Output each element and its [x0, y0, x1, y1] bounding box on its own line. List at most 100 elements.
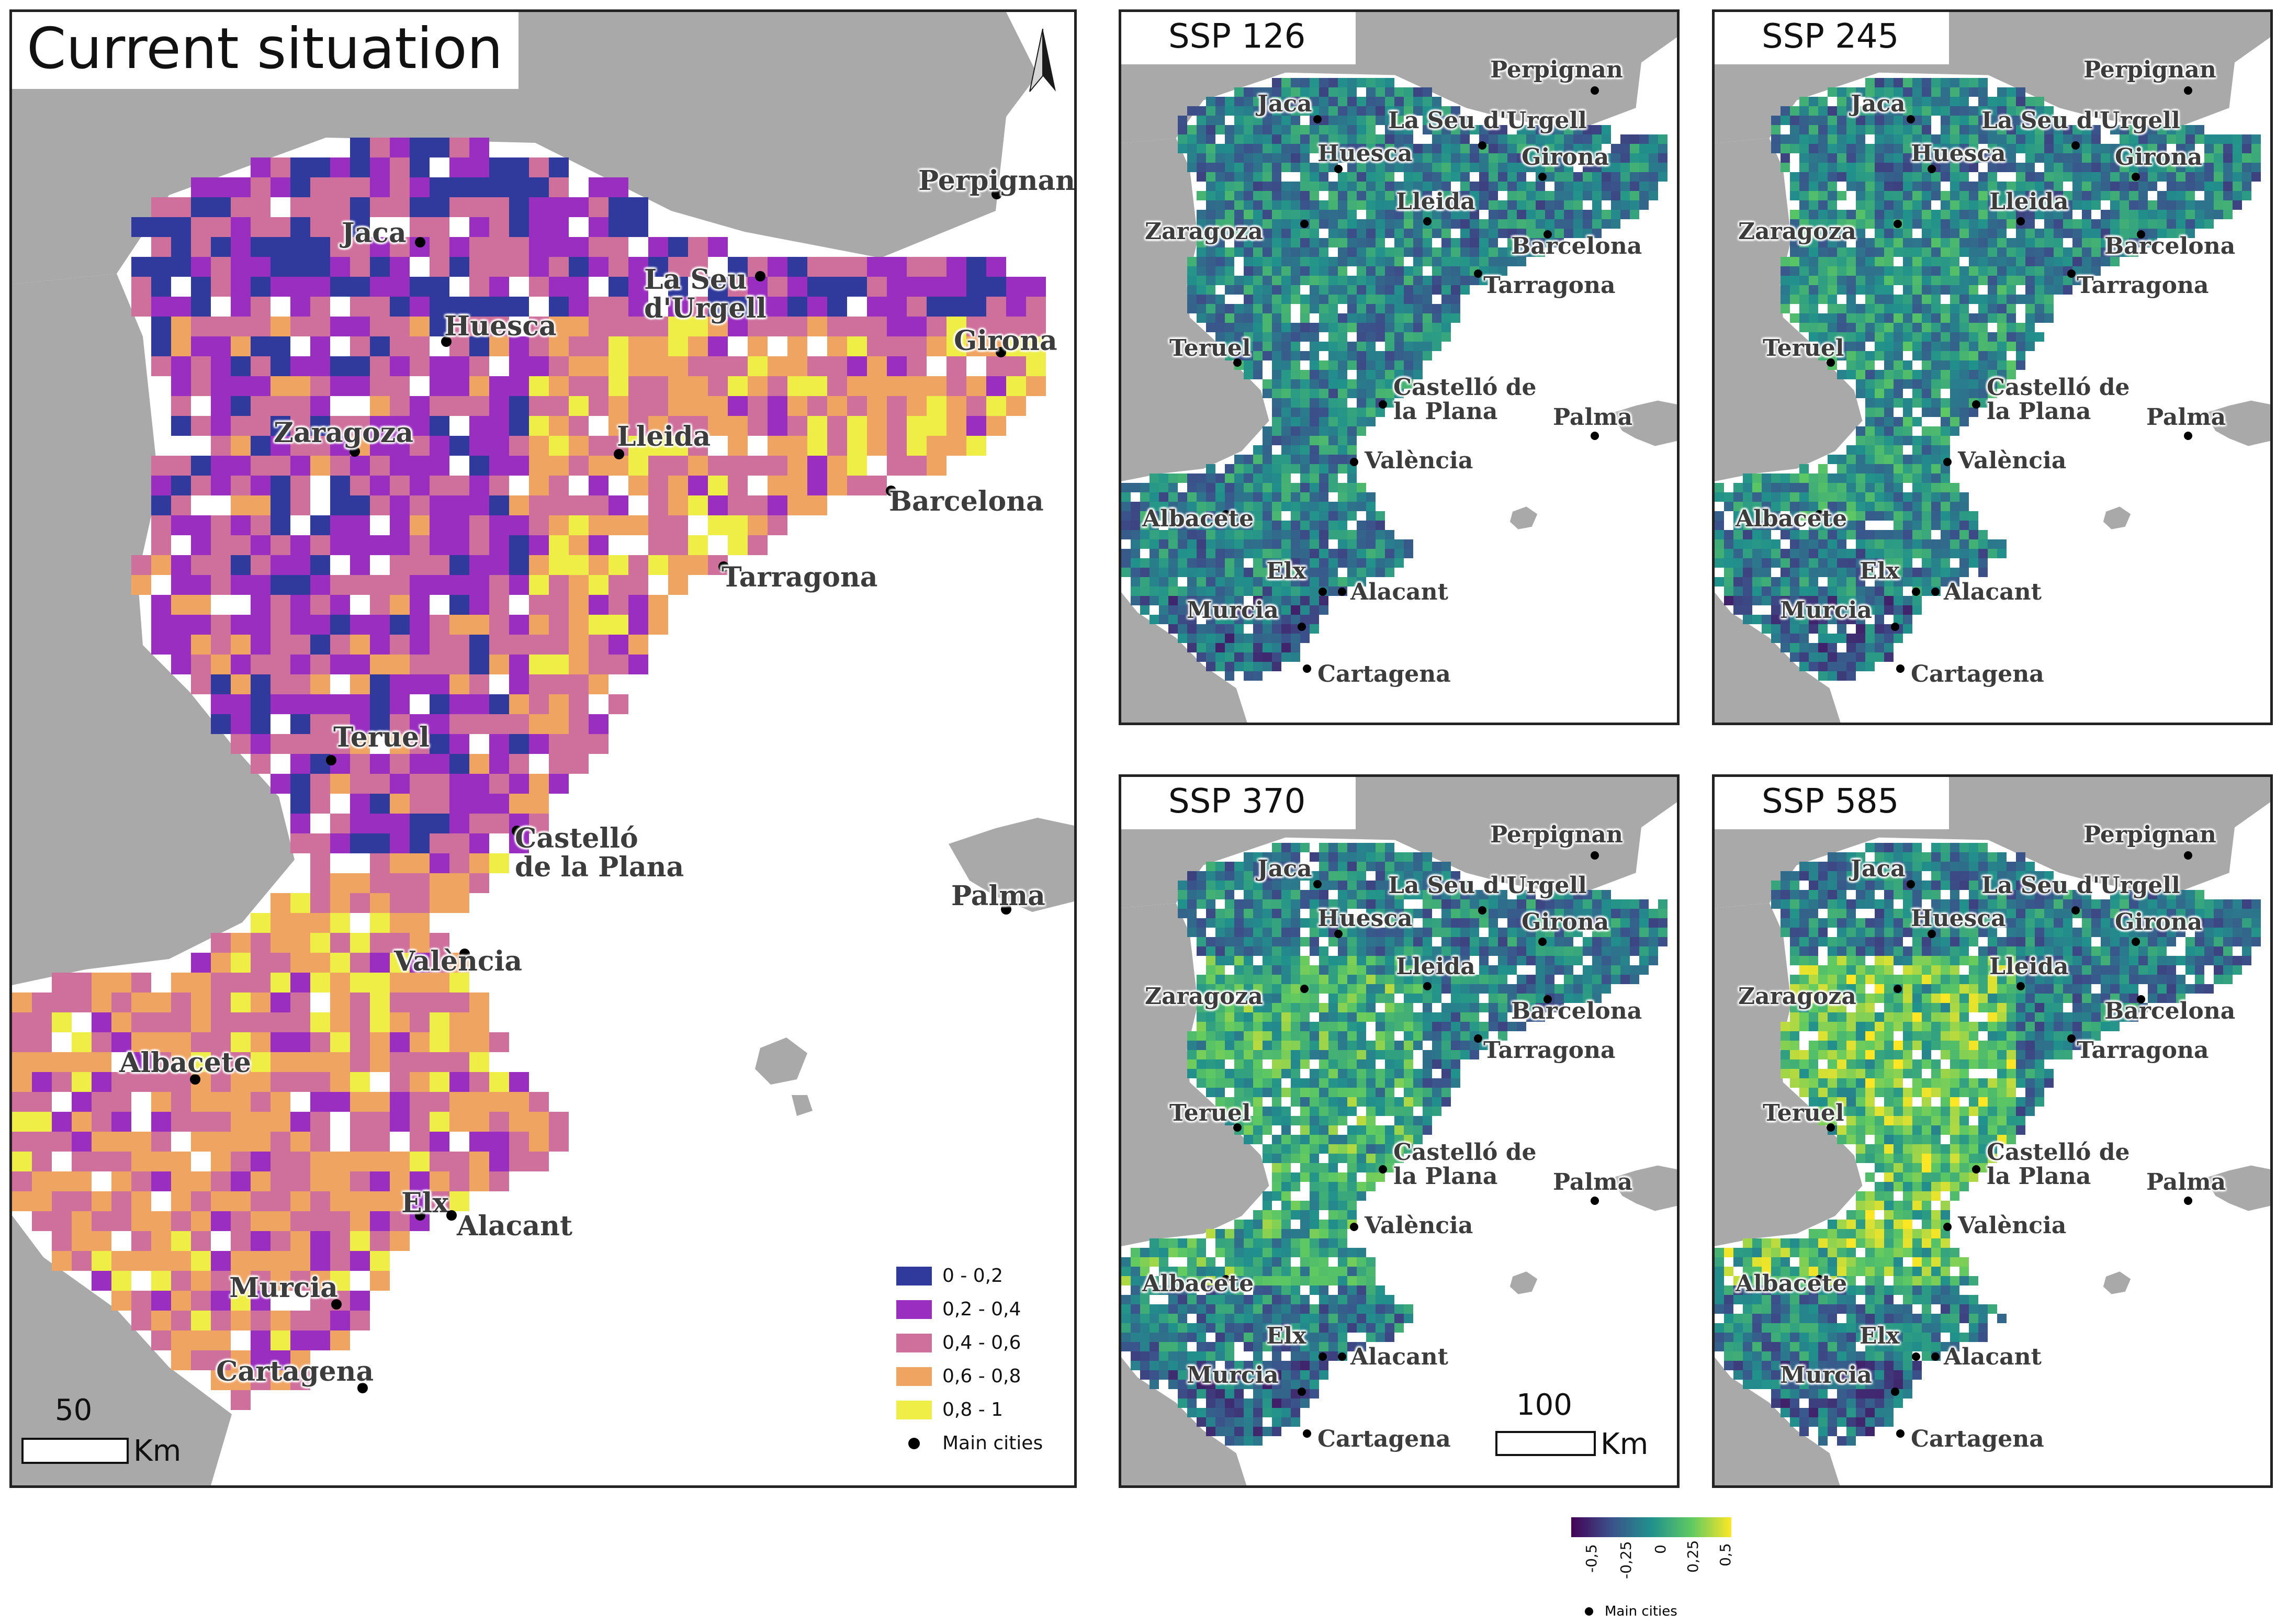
raster-cell: [1347, 871, 1357, 881]
city-label: Perpignan: [918, 165, 1075, 197]
raster-cell: [1413, 351, 1423, 360]
raster-cell: [1865, 445, 1875, 455]
raster-cell: [1366, 163, 1376, 172]
city-dot: [1319, 588, 1327, 596]
raster-cell: [410, 297, 430, 317]
raster-cell: [1187, 634, 1197, 643]
raster-cell: [1733, 568, 1743, 577]
raster-cell: [1432, 342, 1441, 351]
raster-cell: [1828, 662, 1837, 671]
raster-cell: [1432, 304, 1441, 313]
raster-cell: [2054, 238, 2063, 247]
raster-cell: [449, 1052, 469, 1072]
raster-cell: [1376, 134, 1385, 144]
raster-cell: [1347, 182, 1357, 191]
raster-cell: [1215, 634, 1225, 643]
raster-cell: [1837, 634, 1846, 643]
raster-cell: [1206, 464, 1215, 473]
raster-cell: [1781, 587, 1790, 596]
raster-cell: [2016, 247, 2025, 257]
raster-cell: [569, 495, 589, 515]
raster-cell: [1366, 549, 1376, 558]
raster-cell: [1959, 323, 1969, 332]
raster-cell: [2016, 106, 2025, 116]
raster-cell: [966, 317, 986, 336]
raster-cell: [1310, 238, 1319, 247]
raster-cell: [1959, 295, 1969, 304]
raster-cell: [2214, 210, 2223, 219]
raster-cell: [330, 615, 350, 635]
raster-cell: [1197, 549, 1206, 558]
raster-cell: [748, 396, 768, 416]
raster-cell: [1536, 238, 1545, 247]
raster-cell: [2035, 172, 2044, 182]
raster-cell: [1281, 304, 1291, 313]
raster-cell: [1771, 539, 1781, 549]
raster-cell: [1781, 605, 1790, 615]
raster-cell: [1300, 568, 1310, 577]
raster-cell: [1545, 219, 1554, 229]
raster-cell: [1281, 323, 1291, 332]
raster-cell: [1281, 852, 1291, 862]
raster-cell: [1884, 106, 1894, 116]
raster-cell: [171, 973, 191, 993]
raster-cell: [2025, 106, 2035, 116]
raster-cell: [1197, 144, 1206, 153]
raster-cell: [1178, 492, 1187, 502]
raster-cell: [370, 893, 390, 913]
raster-cell: [330, 973, 350, 993]
raster-cell: [271, 257, 290, 277]
raster-cell: [1818, 332, 1828, 342]
raster-cell: [549, 754, 569, 774]
raster-cell: [1931, 379, 1941, 389]
raster-cell: [370, 674, 390, 694]
raster-cell: [688, 436, 708, 456]
raster-cell: [1865, 502, 1875, 511]
raster-cell: [390, 993, 410, 1012]
raster-cell: [1404, 332, 1413, 342]
raster-cell: [1187, 624, 1197, 634]
raster-cell: [2044, 125, 2054, 134]
raster-cell: [2035, 257, 2044, 266]
raster-cell: [390, 336, 410, 356]
raster-cell: [1244, 605, 1253, 615]
raster-cell: [1178, 116, 1187, 125]
raster-cell: [2110, 153, 2120, 163]
raster-cell: [529, 495, 549, 515]
raster-cell: [1225, 862, 1234, 871]
raster-cell: [1244, 163, 1253, 172]
raster-cell: [251, 1330, 271, 1350]
raster-cell: [668, 317, 688, 336]
raster-cell: [1244, 313, 1253, 323]
raster-cell: [1498, 163, 1507, 172]
raster-cell: [1347, 483, 1357, 492]
raster-cell: [1281, 473, 1291, 483]
raster-cell: [1328, 351, 1338, 360]
raster-cell: [271, 277, 290, 297]
raster-cell: [1310, 295, 1319, 304]
raster-cell: [131, 575, 151, 595]
raster-cell: [1894, 134, 1903, 144]
raster-cell: [1319, 257, 1328, 266]
raster-cell: [1357, 125, 1366, 134]
raster-cell: [2044, 210, 2054, 219]
raster-cell: [1894, 323, 1903, 332]
raster-cell: [2120, 125, 2129, 134]
raster-cell: [1385, 871, 1394, 881]
raster-cell: [1281, 881, 1291, 890]
raster-cell: [131, 973, 151, 993]
raster-cell: [1790, 473, 1799, 483]
raster-cell: [430, 893, 449, 913]
raster-cell: [748, 456, 768, 476]
raster-cell: [1385, 125, 1394, 134]
raster-cell: [1234, 285, 1244, 295]
raster-cell: [350, 694, 370, 714]
raster-cell: [1837, 605, 1846, 615]
raster-cell: [1376, 116, 1385, 125]
raster-cell: [231, 1112, 251, 1132]
raster-cell: [2185, 125, 2195, 134]
raster-cell: [609, 694, 628, 714]
raster-cell: [1846, 634, 1856, 643]
raster-cell: [251, 1370, 271, 1390]
raster-cell: [1837, 596, 1846, 605]
